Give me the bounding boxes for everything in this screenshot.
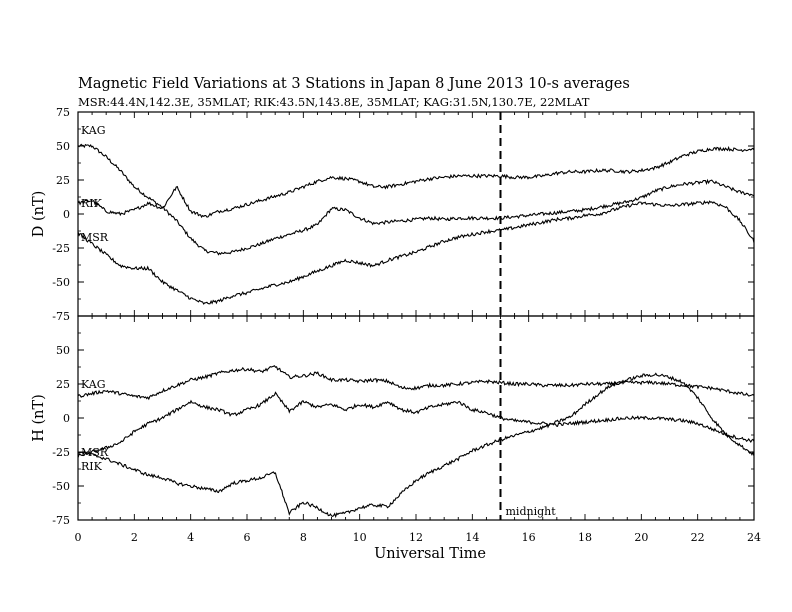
x-tick-label: 24 — [747, 531, 761, 544]
y-tick-label: -25 — [52, 446, 70, 459]
x-tick-label: 0 — [75, 531, 82, 544]
series-line-msr — [77, 372, 755, 519]
y-axis-label: H (nT) — [31, 394, 47, 442]
y-tick-label: 25 — [56, 174, 70, 187]
series-line-kag — [77, 143, 755, 256]
midnight-marker: midnight — [499, 112, 557, 520]
series-label-kag: KAG — [81, 378, 106, 391]
series-label-rik: RIK — [81, 460, 103, 473]
y-axis-label: D (nT) — [31, 191, 47, 238]
x-tick-label: 22 — [691, 531, 705, 544]
y-tick-label: -50 — [52, 276, 70, 289]
series-label-rik: RIK — [81, 197, 103, 210]
midnight-label: midnight — [506, 505, 557, 518]
y-tick-label: 75 — [56, 106, 70, 119]
x-axis-label: Universal Time — [374, 546, 486, 562]
y-tick-label: 0 — [63, 412, 70, 425]
x-tick-label: 8 — [300, 531, 307, 544]
x-tick-label: 2 — [131, 531, 138, 544]
plot-frame — [77, 111, 755, 317]
d-panel: 75 50 25 0 -25 -50 -75 D (nT) KAG RIK MSR — [31, 106, 755, 323]
y-tick-label: 50 — [56, 140, 70, 153]
y-tick-label: 25 — [56, 378, 70, 391]
x-axis: 0 2 4 6 8 10 12 14 16 18 20 22 24 — [75, 531, 762, 544]
x-tick-label: 12 — [409, 531, 423, 544]
series-label-msr: MSR — [81, 446, 109, 459]
chart-title: Magnetic Field Variations at 3 Stations … — [78, 76, 630, 92]
chart-subtitle: MSR:44.4N,142.3E, 35MLAT; RIK:43.5N,143.… — [78, 95, 590, 109]
y-tick-label: 50 — [56, 344, 70, 357]
y-tick-label: -25 — [52, 242, 70, 255]
x-tick-label: 14 — [465, 531, 479, 544]
y-tick-label: 0 — [63, 208, 70, 221]
x-tick-label: 6 — [244, 531, 251, 544]
series-label-kag: KAG — [81, 124, 106, 137]
x-tick-label: 20 — [634, 531, 648, 544]
series-label-msr: MSR — [81, 231, 109, 244]
y-tick-label: -75 — [52, 310, 70, 323]
x-tick-label: 4 — [187, 531, 194, 544]
series-line-rik — [77, 145, 755, 219]
y-tick-label: -75 — [52, 514, 70, 527]
series-line-kag — [77, 365, 755, 401]
series-line-msr — [77, 200, 755, 305]
x-tick-label: 18 — [578, 531, 592, 544]
series-line-rik — [77, 391, 755, 458]
x-tick-label: 10 — [353, 531, 367, 544]
y-tick-label: -50 — [52, 480, 70, 493]
x-tick-label: 16 — [522, 531, 536, 544]
